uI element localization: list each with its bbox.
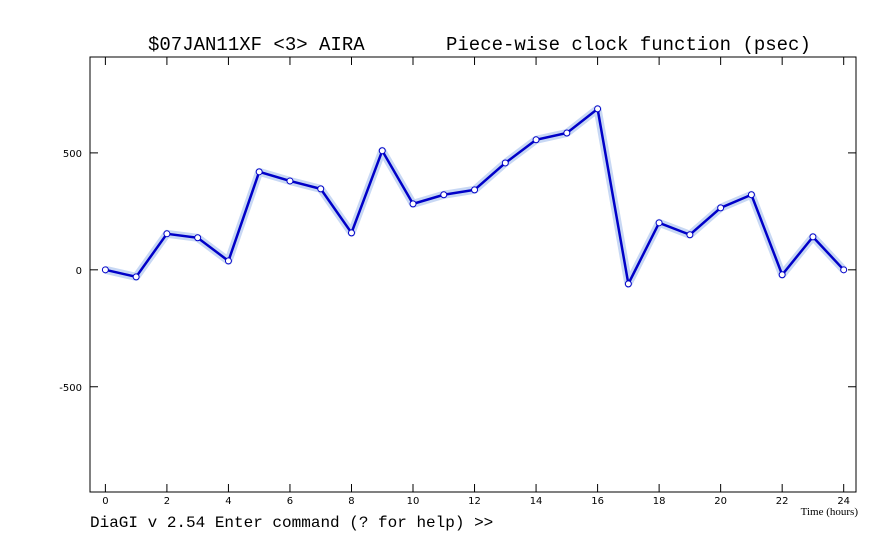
x-axis-label: Time (hours) <box>801 506 859 518</box>
data-point <box>471 186 479 194</box>
data-point <box>532 136 540 144</box>
data-point <box>163 230 171 238</box>
x-tick-label: 20 <box>714 496 727 507</box>
data-point <box>655 219 663 227</box>
y-tick-label: 0 <box>76 266 82 277</box>
y-tick-label: 500 <box>63 149 82 160</box>
error-band <box>104 104 847 288</box>
x-tick-label: 6 <box>287 496 293 507</box>
x-tick-label: 4 <box>225 496 231 507</box>
data-point <box>840 266 848 274</box>
data-line <box>105 106 845 288</box>
data-point <box>563 129 571 137</box>
x-tick-label: 24 <box>837 496 850 507</box>
data-point <box>501 159 509 167</box>
data-point <box>686 231 694 239</box>
data-point <box>347 229 355 237</box>
x-tick-label: 8 <box>348 496 354 507</box>
x-tick-label: 2 <box>164 496 170 507</box>
data-point <box>255 168 263 176</box>
x-tick-label: 0 <box>102 496 108 507</box>
data-point <box>409 200 417 208</box>
data-point <box>224 257 232 265</box>
x-tick-label: 14 <box>530 496 543 507</box>
command-prompt: DiaGI v 2.54 Enter command (? for help) … <box>90 514 493 532</box>
data-point <box>440 191 448 199</box>
data-point <box>624 280 632 288</box>
data-point <box>747 191 755 199</box>
x-tick-label: 12 <box>468 496 481 507</box>
chart-subtitle: Piece-wise clock function (psec) <box>446 34 811 56</box>
data-point <box>286 177 294 185</box>
data-point <box>778 271 786 279</box>
chart-title: $07JAN11XF <3> AIRA <box>148 34 365 56</box>
y-tick-label: -500 <box>59 383 82 394</box>
data-point <box>594 105 602 113</box>
x-tick-label: 10 <box>407 496 420 507</box>
data-point <box>132 273 140 281</box>
plot-frame <box>89 56 857 493</box>
x-tick-label: 18 <box>653 496 666 507</box>
data-point <box>101 266 109 274</box>
data-point <box>809 233 817 241</box>
x-tick-label: 16 <box>591 496 604 507</box>
x-tick-label: 22 <box>776 496 789 507</box>
data-point <box>194 234 202 242</box>
data-point <box>378 147 386 155</box>
data-point <box>317 185 325 193</box>
data-point <box>717 204 725 212</box>
